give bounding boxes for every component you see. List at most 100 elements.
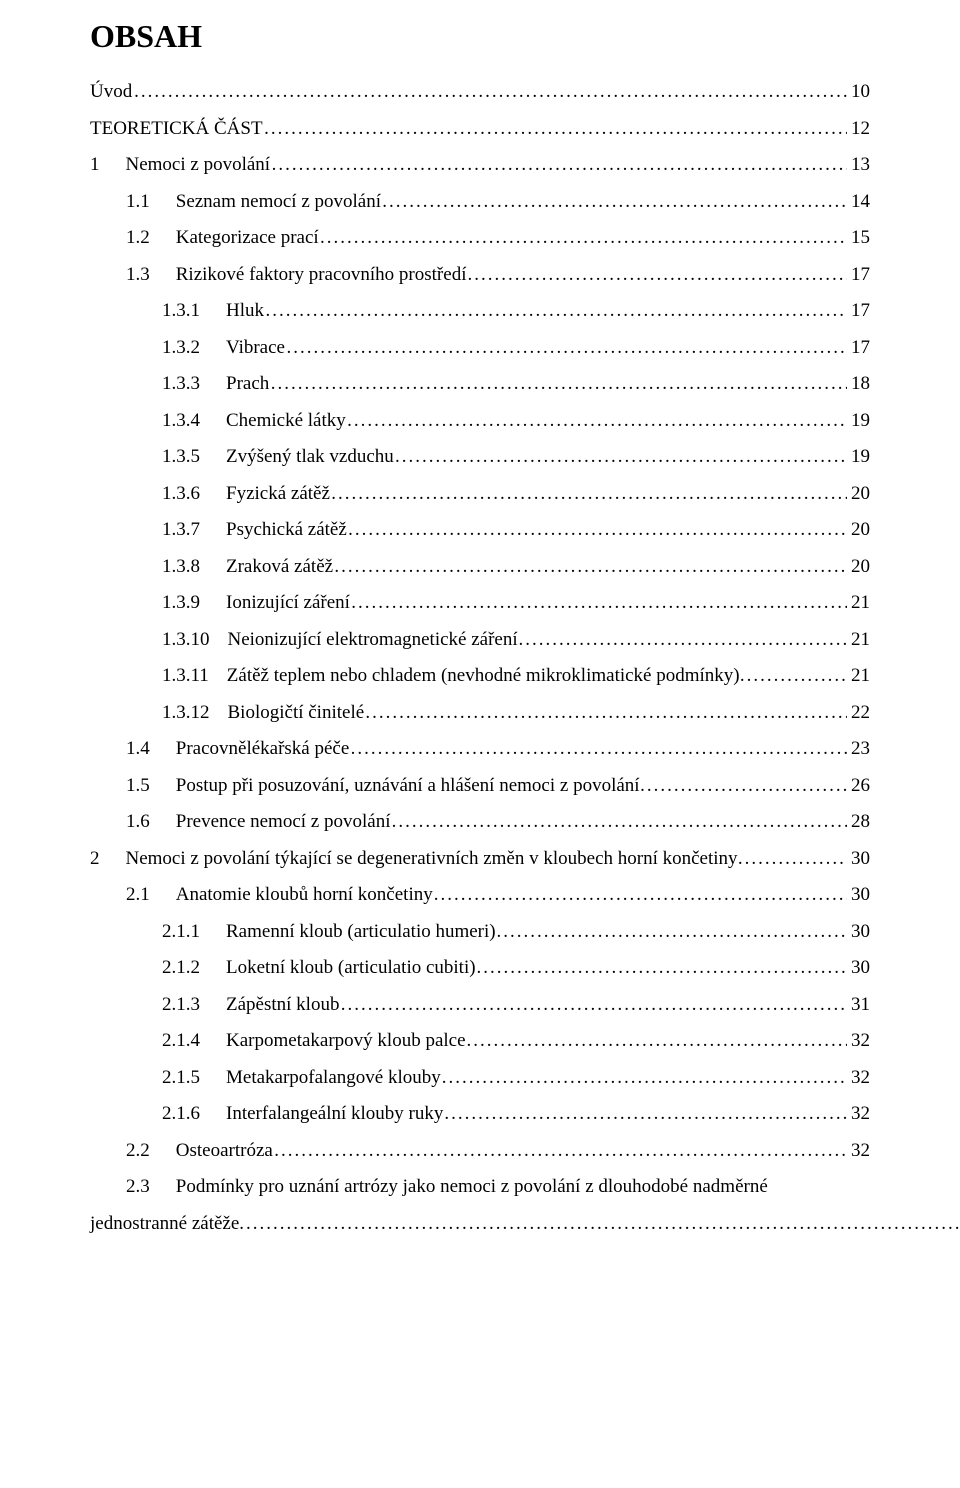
toc-number: 1.2 [126, 228, 150, 247]
toc-leader [467, 265, 847, 284]
toc-text: Seznam nemocí z povolání [176, 192, 381, 211]
toc-number: 1.3.12 [162, 703, 210, 722]
toc-leader [434, 885, 847, 904]
toc-entry: TEORETICKÁ ČÁST 12 [90, 119, 870, 138]
toc-number: 1 [90, 155, 100, 174]
toc-number: 2.1.6 [162, 1104, 200, 1123]
toc-number: 1.3.10 [162, 630, 210, 649]
toc-entry: 1.4 Pracovnělékařská péče 23 [90, 739, 870, 758]
toc-entry: Úvod10 [90, 82, 870, 101]
toc-page-number: 17 [847, 301, 870, 320]
toc-entry: 2.1.6Interfalangeální klouby ruky32 [90, 1104, 870, 1123]
toc-text: Zvýšený tlak vzduchu [226, 447, 394, 466]
toc-entry: 1.5Postup při posuzování, uznávání a hlá… [90, 776, 870, 795]
toc-leader [640, 776, 847, 795]
toc-leader [497, 922, 847, 941]
toc-leader [467, 1031, 847, 1050]
toc-page-number: 30 [847, 849, 870, 868]
toc-leader [738, 849, 847, 868]
toc-entry: 1.3.7Psychická zátěž20 [90, 520, 870, 539]
toc-text: Anatomie kloubů horní končetiny [176, 885, 433, 904]
toc-entry: 1Nemoci z povolání13 [90, 155, 870, 174]
toc-text: Interfalangeální klouby ruky [226, 1104, 443, 1123]
toc-text: Fyzická zátěž [226, 484, 330, 503]
toc-entry: 2.1.5Metakarpofalangové klouby32 [90, 1068, 870, 1087]
toc-leader [334, 557, 847, 576]
toc-number: 1.4 [126, 739, 150, 758]
toc-number: 1.3.3 [162, 374, 200, 393]
page: OBSAH Úvod10TEORETICKÁ ČÁST121Nemoci z p… [0, 0, 960, 1488]
toc-page-number: 17 [847, 338, 870, 357]
toc-page-number: 21 [847, 666, 870, 685]
toc-entry: 1.3.1Hluk17 [90, 301, 870, 320]
toc-leader [477, 958, 847, 977]
toc-page-number: 12 [847, 119, 870, 138]
toc-text: Pracovnělékařská péče [176, 739, 350, 758]
toc-entry: 1.3.5 Zvýšený tlak vzduchu 19 [90, 447, 870, 466]
toc-entry: 2.2Osteoartróza32 [90, 1141, 870, 1160]
toc-entry: 2.3 Podmínky pro uznání artrózy jako nemo… [90, 1177, 870, 1233]
toc-leader [518, 630, 847, 649]
toc-leader [444, 1104, 847, 1123]
toc-text: Zátěž teplem nebo chladem (nevhodné mikr… [227, 666, 740, 685]
toc-page-number: 19 [847, 447, 870, 466]
toc-text: Podmínky pro uznání artrózy jako nemoci … [176, 1176, 768, 1197]
toc-leader [134, 82, 847, 101]
toc-entry: 1.1Seznam nemocí z povolání14 [90, 192, 870, 211]
toc-page-number: 10 [847, 82, 870, 101]
toc-entry: 1.3.4Chemické látky19 [90, 411, 870, 430]
toc-page-number: 20 [847, 557, 870, 576]
toc-number: 1.3.11 [162, 666, 209, 685]
toc-leader [740, 666, 847, 685]
toc-number: 1.6 [126, 812, 150, 831]
toc-entry: 1.3.8Zraková zátěž20 [90, 557, 870, 576]
toc-text: Biologičtí činitelé [228, 703, 365, 722]
toc-number: 2.1.1 [162, 922, 200, 941]
toc-page-number: 28 [847, 812, 870, 831]
toc-entry: 1.6Prevence nemocí z povolání28 [90, 812, 870, 831]
toc-page-number: 17 [847, 265, 870, 284]
toc-page-number: 23 [847, 739, 870, 758]
toc-entry: 1.3.12 Biologičtí činitelé 22 [90, 703, 870, 722]
toc-text: TEORETICKÁ ČÁST [90, 119, 263, 138]
toc-text-cont: jednostranné zátěže [90, 1214, 239, 1233]
toc-text: Nemoci z povolání týkající se degenerati… [126, 849, 738, 868]
toc-page-number: 32 [847, 1141, 870, 1160]
toc-leader [351, 593, 847, 612]
toc-number: 2.3 [126, 1176, 150, 1197]
toc-leader [341, 995, 847, 1014]
toc-entry: 2.1.1Ramenní kloub (articulatio humeri)3… [90, 922, 870, 941]
toc-leader [271, 374, 847, 393]
toc-page-number: 15 [847, 228, 870, 247]
table-of-contents: Úvod10TEORETICKÁ ČÁST121Nemoci z povolán… [90, 82, 870, 1233]
toc-page-number: 30 [847, 922, 870, 941]
toc-text: Metakarpofalangové klouby [226, 1068, 441, 1087]
toc-text: Osteoartróza [176, 1141, 273, 1160]
toc-page-number: 26 [847, 776, 870, 795]
toc-leader [320, 228, 847, 247]
toc-number: 1.3.6 [162, 484, 200, 503]
toc-number: 1.3 [126, 265, 150, 284]
toc-entry: 2.1.2Loketní kloub (articulatio cubiti)3… [90, 958, 870, 977]
toc-page-number: 22 [847, 703, 870, 722]
toc-entry: 1.2Kategorizace prací15 [90, 228, 870, 247]
toc-leader [239, 1214, 960, 1233]
toc-number: 1.5 [126, 776, 150, 795]
toc-entry: 1.3.3Prach18 [90, 374, 870, 393]
toc-text: Loketní kloub (articulatio cubiti) [226, 958, 476, 977]
toc-text: Karpometakarpový kloub palce [226, 1031, 466, 1050]
toc-number: 1.3.5 [162, 447, 200, 466]
toc-entry: 1.3.11 Zátěž teplem nebo chladem (nevhodn… [90, 666, 870, 685]
page-title: OBSAH [90, 20, 870, 52]
toc-number: 2.1.4 [162, 1031, 200, 1050]
toc-page-number: 30 [847, 958, 870, 977]
toc-leader [365, 703, 847, 722]
toc-text: Psychická zátěž [226, 520, 347, 539]
toc-leader [392, 812, 847, 831]
toc-page-number: 30 [847, 885, 870, 904]
toc-entry-line1: 2.3 Podmínky pro uznání artrózy jako nemo… [126, 1177, 870, 1196]
toc-leader [264, 119, 847, 138]
toc-page-number: 19 [847, 411, 870, 430]
toc-number: 2.1 [126, 885, 150, 904]
toc-page-number: 21 [847, 630, 870, 649]
